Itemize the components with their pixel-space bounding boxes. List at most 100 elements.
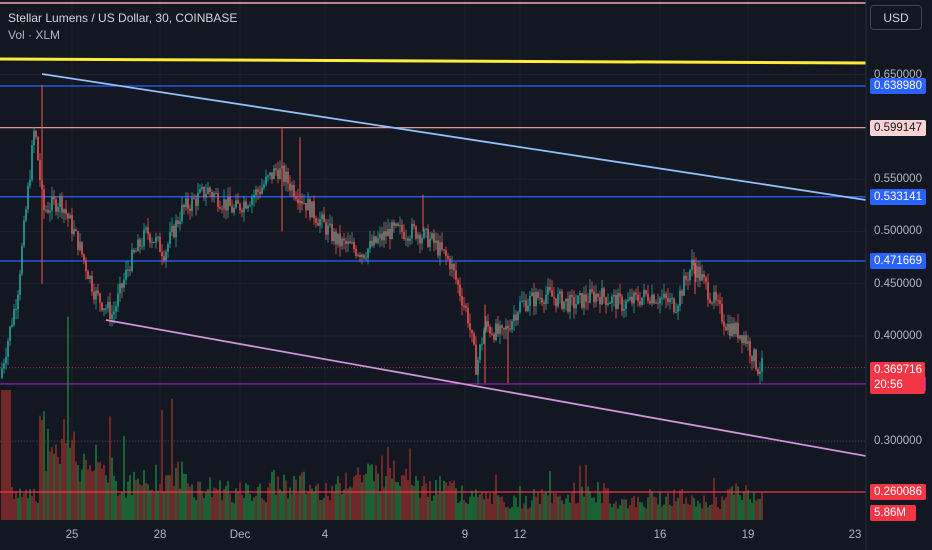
candle-body [615,294,617,310]
volume-bar [473,496,475,520]
candle-body [731,323,733,337]
volume-bar [13,498,15,520]
candle-body [53,196,55,200]
volume-bar [753,491,755,520]
volume-bar [227,481,229,520]
volume-bar [361,482,363,520]
candle-body [259,191,261,194]
candle-body [537,291,539,298]
candle-body [485,321,487,331]
volume-bar [175,467,177,520]
volume-bar [129,475,131,520]
candle-body [735,322,737,335]
volume-bar [205,492,207,520]
candle-body [175,220,177,238]
volume-bar [275,494,277,520]
volume-bar [503,501,505,520]
volume-bar [157,490,159,520]
candle-body [205,193,207,198]
volume-bar [325,483,327,520]
candle-body [395,223,397,227]
candle-body [453,263,455,271]
price-tick-label: 0.650000 [874,68,922,81]
volume-bar [383,487,385,520]
candle-body [227,196,229,211]
volume-bar [621,499,623,520]
volume-bar [751,502,753,520]
candle-body [463,305,465,307]
volume-bar [61,438,63,520]
candle-body [331,223,333,242]
volume-bar [21,497,23,520]
candle-body [659,298,661,304]
volume-bar [501,496,503,520]
volume-bar [133,471,135,520]
candle-body [477,359,479,375]
candle-body [705,277,707,283]
volume-bar [357,467,359,520]
volume-bar [623,499,625,520]
volume-bar [595,502,597,520]
candle-body [9,326,11,341]
candle-body [293,184,295,197]
candle-body [81,241,83,255]
candle-body [419,234,421,244]
volume-bar [429,481,431,520]
volume-bar [181,461,183,520]
volume-bar [209,477,211,520]
candle-body [497,323,499,334]
candle-body [583,294,585,308]
volume-bar [571,492,573,520]
candle-body [517,312,519,321]
candle-body [241,210,243,213]
volume-bar [521,508,523,520]
candle-body [99,293,101,303]
volume-bar [335,484,337,520]
volume-bar [235,488,237,520]
volume-bar [179,488,181,520]
volume-bar [507,506,509,520]
candle-body [275,168,277,171]
volume-bar [139,484,141,520]
volume-bar [449,481,451,520]
candle-body [191,197,193,212]
candle-body [247,205,249,209]
candle-body [557,294,559,307]
volume-bar [45,471,47,520]
volume-bar [435,480,437,520]
volume-bar [333,492,335,520]
volume-bar [681,488,683,520]
volume-bar [691,495,693,520]
candle-body [297,199,299,204]
volume-bar [187,483,189,520]
volume-bar [655,497,657,520]
volume-bar [287,498,289,520]
candle-body [39,160,41,181]
volume-bar [557,496,559,520]
volume-bar [19,488,21,520]
candle-body [13,309,15,325]
candle-body [163,256,165,261]
candle-body [357,254,359,256]
candle-body [225,199,227,211]
candle-body [487,321,489,327]
volume-bar [217,489,219,520]
volume-bar [285,480,287,520]
volume-bar [483,499,485,520]
volume-bar [533,489,535,520]
candle-body [573,296,575,309]
volume-bar [413,485,415,520]
candle-body [199,189,201,193]
volume-bar [87,469,89,520]
candle-body [411,223,413,239]
chart-legend: Stellar Lumens / US Dollar, 30, COINBASE… [8,10,237,44]
price-tick-label: 0.300000 [874,434,922,447]
candle-body [687,279,689,281]
candle-body [157,236,159,238]
volume-bar [279,489,281,520]
currency-button[interactable]: USD [870,5,922,30]
volume-bar [535,496,537,520]
volume-bar [313,492,315,520]
candle-body [539,297,541,299]
